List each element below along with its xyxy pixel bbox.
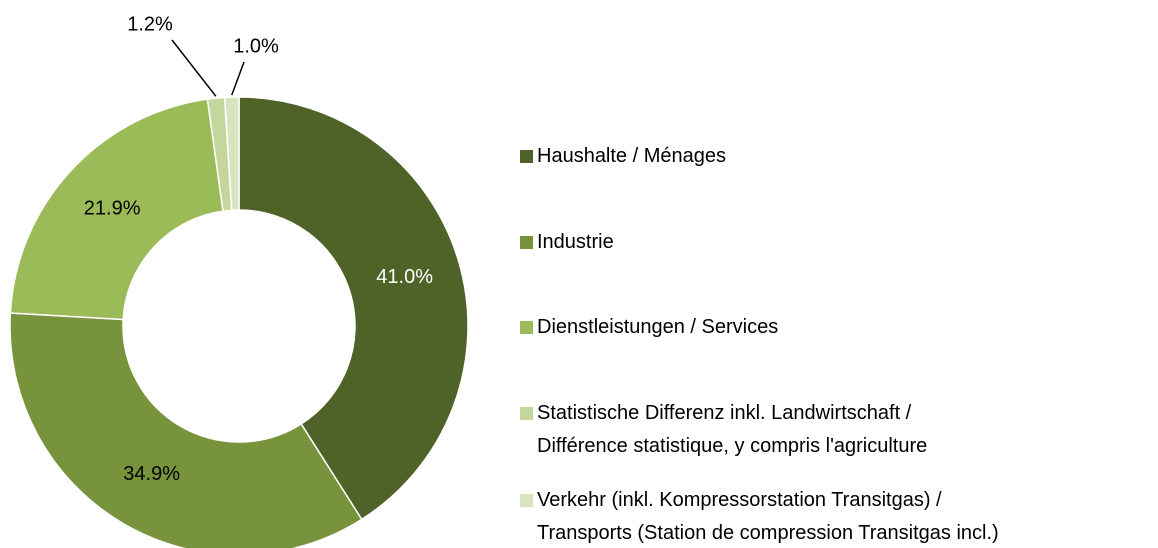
data-label: 41.0% (376, 266, 433, 288)
legend-swatch (520, 407, 533, 420)
legend-item: Industrie (520, 226, 614, 259)
legend-swatch (520, 236, 533, 249)
legend-item: Verkehr (inkl. Kompressorstation Transit… (520, 484, 999, 548)
legend-label: Industrie (537, 231, 614, 253)
leader-line (171, 39, 217, 97)
donut-slice (238, 96, 469, 521)
legend-label: Dienstleistungen / Services (537, 316, 779, 338)
data-label: 21.9% (84, 197, 141, 219)
legend-item: Haushalte / Ménages (520, 140, 726, 173)
legend-item: Statistische Differenz inkl. Landwirtsch… (520, 397, 927, 463)
data-label: 34.9% (123, 463, 180, 485)
legend-label: Statistische Differenz inkl. Landwirtsch… (537, 402, 928, 457)
legend-item: Dienstleistungen / Services (520, 311, 778, 344)
donut-slice (9, 312, 363, 548)
legend-label: Verkehr (inkl. Kompressorstation Transit… (537, 489, 999, 544)
legend-swatch (520, 321, 533, 334)
data-label: 1.0% (233, 35, 279, 57)
leader-line (231, 61, 245, 96)
donut-slice (9, 98, 224, 321)
data-label: 1.2% (127, 13, 173, 35)
donut-slice (223, 96, 240, 212)
legend-swatch (520, 494, 533, 507)
legend-label: Haushalte / Ménages (537, 145, 727, 167)
legend-swatch (520, 150, 533, 163)
